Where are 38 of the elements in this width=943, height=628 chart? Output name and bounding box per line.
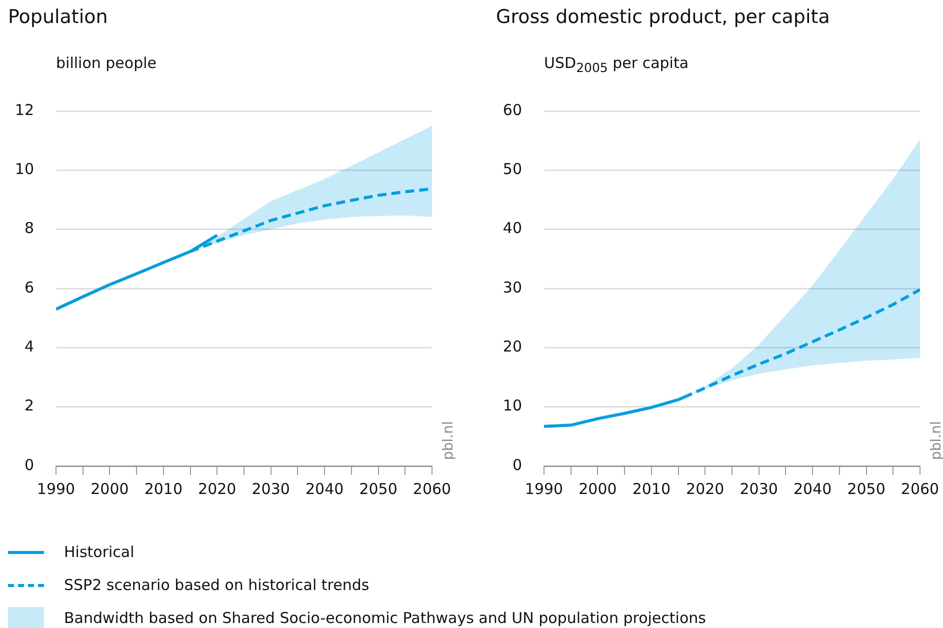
x-tick-label: 2010 xyxy=(632,480,671,498)
y-tick-label: 4 xyxy=(24,338,34,356)
y-tick-label: 10 xyxy=(502,396,522,415)
y-tick-label: 20 xyxy=(502,338,522,356)
y-tick-label: 0 xyxy=(24,456,34,474)
x-tick-label: 2020 xyxy=(686,480,724,498)
x-tick-label: 2000 xyxy=(90,480,129,498)
chart-title: Gross domestic product, per capita xyxy=(496,6,830,28)
x-tick-label: 2050 xyxy=(847,480,886,498)
x-tick-label: 1990 xyxy=(524,480,564,498)
y-tick-label: 8 xyxy=(24,219,34,238)
x-tick-label: 2030 xyxy=(740,480,778,498)
x-tick-label: 2040 xyxy=(305,480,344,498)
y-tick-label: 6 xyxy=(24,278,34,296)
x-tick-label: 2000 xyxy=(578,480,617,498)
chart-title: Population xyxy=(8,6,108,28)
text: pbl.nl xyxy=(440,421,457,460)
x-tick-label: 2060 xyxy=(412,480,452,498)
x-tick-label: 2060 xyxy=(900,480,940,498)
x-tick-label: 2050 xyxy=(359,480,398,498)
legend-label: Historical xyxy=(64,542,134,560)
y-axis-title: USD$_{2005}$ per capita xyxy=(544,54,689,75)
y-tick-label: 50 xyxy=(502,160,522,178)
x-tick-label: 2020 xyxy=(198,480,236,498)
y-tick-label: 40 xyxy=(502,219,522,238)
y-tick-label: 12 xyxy=(14,100,34,119)
x-tick-label: 2040 xyxy=(793,480,832,498)
x-tick-label: 2030 xyxy=(252,480,290,498)
x-tick-label: 1990 xyxy=(36,480,76,498)
y-tick-label: 0 xyxy=(512,456,522,474)
y-tick-label: 60 xyxy=(502,100,522,119)
y-tick-label: 30 xyxy=(502,278,522,296)
y-tick-label: 10 xyxy=(14,160,34,178)
x-tick-label: 2010 xyxy=(144,480,183,498)
legend-label: SSP2 scenario based on historical trends xyxy=(64,576,370,594)
text: Bandwidth based on Shared Socio-economic Pathways and UN population projections xyxy=(64,608,706,626)
y-tick-label: 2 xyxy=(24,396,34,415)
y-axis-title: billion people xyxy=(56,54,156,72)
